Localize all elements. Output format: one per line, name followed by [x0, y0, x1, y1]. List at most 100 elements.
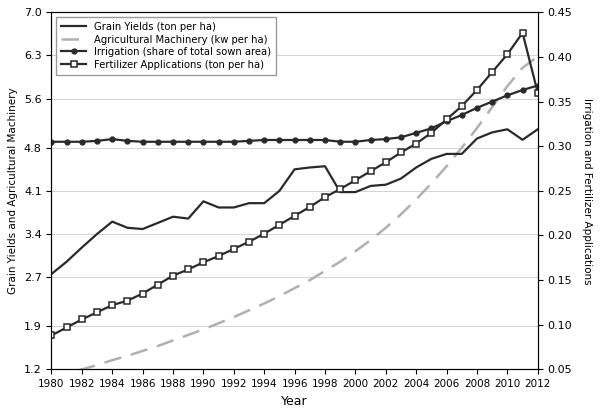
Agricultural Machinery (kw per ha) [94, 363, 101, 368]
Agricultural Machinery (kw per ha) [519, 65, 526, 70]
Irrigation (share of total sown area) [124, 139, 131, 144]
Irrigation (share of total sown area) [78, 139, 85, 144]
Fertilizer Applications (ton per ha) [428, 130, 435, 135]
Grain Yields (ton per ha) [428, 156, 435, 161]
Grain Yields (ton per ha) [245, 201, 253, 206]
Agricultural Machinery (kw per ha) [200, 327, 207, 332]
Line: Agricultural Machinery (kw per ha): Agricultural Machinery (kw per ha) [52, 57, 538, 377]
Grain Yields (ton per ha) [109, 219, 116, 224]
Irrigation (share of total sown area) [139, 139, 146, 144]
Grain Yields (ton per ha) [94, 231, 101, 236]
Irrigation (share of total sown area) [169, 139, 176, 144]
Fertilizer Applications (ton per ha) [352, 178, 359, 183]
Grain Yields (ton per ha) [154, 220, 161, 225]
Irrigation (share of total sown area) [337, 139, 344, 144]
Fertilizer Applications (ton per ha) [154, 282, 161, 287]
Fertilizer Applications (ton per ha) [124, 298, 131, 303]
Fertilizer Applications (ton per ha) [78, 317, 85, 322]
Grain Yields (ton per ha) [260, 201, 268, 206]
Fertilizer Applications (ton per ha) [276, 222, 283, 227]
Grain Yields (ton per ha) [78, 245, 85, 250]
Line: Grain Yields (ton per ha): Grain Yields (ton per ha) [52, 129, 538, 274]
Irrigation (share of total sown area) [322, 137, 329, 142]
Fertilizer Applications (ton per ha) [519, 30, 526, 35]
Agricultural Machinery (kw per ha) [504, 84, 511, 89]
Irrigation (share of total sown area) [154, 139, 161, 144]
Fertilizer Applications (ton per ha) [322, 195, 329, 200]
Fertilizer Applications (ton per ha) [306, 204, 313, 209]
Grain Yields (ton per ha) [534, 127, 541, 132]
Irrigation (share of total sown area) [185, 139, 192, 144]
Irrigation (share of total sown area) [367, 137, 374, 142]
Agricultural Machinery (kw per ha) [169, 338, 176, 343]
Fertilizer Applications (ton per ha) [397, 150, 404, 155]
Agricultural Machinery (kw per ha) [48, 375, 55, 380]
Irrigation (share of total sown area) [48, 139, 55, 144]
Agricultural Machinery (kw per ha) [352, 249, 359, 254]
Grain Yields (ton per ha) [169, 214, 176, 219]
Agricultural Machinery (kw per ha) [139, 349, 146, 354]
X-axis label: Year: Year [281, 395, 308, 408]
Fertilizer Applications (ton per ha) [413, 141, 420, 146]
Fertilizer Applications (ton per ha) [94, 310, 101, 315]
Irrigation (share of total sown area) [443, 119, 450, 124]
Fertilizer Applications (ton per ha) [260, 231, 268, 236]
Grain Yields (ton per ha) [63, 259, 70, 264]
Grain Yields (ton per ha) [473, 136, 481, 141]
Fertilizer Applications (ton per ha) [534, 90, 541, 95]
Fertilizer Applications (ton per ha) [48, 333, 55, 338]
Agricultural Machinery (kw per ha) [382, 225, 389, 230]
Irrigation (share of total sown area) [352, 139, 359, 144]
Irrigation (share of total sown area) [94, 139, 101, 144]
Agricultural Machinery (kw per ha) [322, 268, 329, 273]
Agricultural Machinery (kw per ha) [109, 358, 116, 363]
Grain Yields (ton per ha) [124, 225, 131, 230]
Irrigation (share of total sown area) [245, 139, 253, 144]
Grain Yields (ton per ha) [185, 216, 192, 221]
Irrigation (share of total sown area) [397, 135, 404, 140]
Grain Yields (ton per ha) [352, 190, 359, 195]
Agricultural Machinery (kw per ha) [428, 181, 435, 186]
Agricultural Machinery (kw per ha) [124, 353, 131, 358]
Fertilizer Applications (ton per ha) [473, 87, 481, 92]
Irrigation (share of total sown area) [382, 136, 389, 141]
Agricultural Machinery (kw per ha) [78, 367, 85, 372]
Agricultural Machinery (kw per ha) [215, 321, 222, 326]
Fertilizer Applications (ton per ha) [488, 69, 496, 74]
Fertilizer Applications (ton per ha) [458, 104, 466, 109]
Y-axis label: Grain Yields and Agricultural Machinery: Grain Yields and Agricultural Machinery [8, 87, 19, 294]
Fertilizer Applications (ton per ha) [185, 267, 192, 272]
Agricultural Machinery (kw per ha) [458, 145, 466, 150]
Grain Yields (ton per ha) [337, 190, 344, 195]
Irrigation (share of total sown area) [306, 137, 313, 142]
Agricultural Machinery (kw per ha) [230, 314, 238, 319]
Line: Irrigation (share of total sown area): Irrigation (share of total sown area) [49, 83, 540, 144]
Grain Yields (ton per ha) [200, 199, 207, 204]
Agricultural Machinery (kw per ha) [154, 344, 161, 349]
Line: Fertilizer Applications (ton per ha): Fertilizer Applications (ton per ha) [49, 30, 541, 338]
Irrigation (share of total sown area) [200, 139, 207, 144]
Fertilizer Applications (ton per ha) [230, 246, 238, 251]
Grain Yields (ton per ha) [458, 151, 466, 156]
Grain Yields (ton per ha) [367, 183, 374, 188]
Grain Yields (ton per ha) [488, 130, 496, 135]
Agricultural Machinery (kw per ha) [245, 308, 253, 313]
Grain Yields (ton per ha) [519, 137, 526, 142]
Fertilizer Applications (ton per ha) [109, 302, 116, 307]
Grain Yields (ton per ha) [215, 205, 222, 210]
Grain Yields (ton per ha) [397, 176, 404, 181]
Fertilizer Applications (ton per ha) [291, 213, 298, 218]
Irrigation (share of total sown area) [276, 137, 283, 142]
Irrigation (share of total sown area) [291, 137, 298, 142]
Agricultural Machinery (kw per ha) [443, 164, 450, 169]
Grain Yields (ton per ha) [276, 188, 283, 193]
Grain Yields (ton per ha) [48, 272, 55, 277]
Fertilizer Applications (ton per ha) [215, 253, 222, 258]
Irrigation (share of total sown area) [260, 137, 268, 142]
Fertilizer Applications (ton per ha) [504, 52, 511, 57]
Agricultural Machinery (kw per ha) [276, 294, 283, 299]
Grain Yields (ton per ha) [504, 127, 511, 132]
Agricultural Machinery (kw per ha) [185, 332, 192, 337]
Agricultural Machinery (kw per ha) [291, 286, 298, 291]
Irrigation (share of total sown area) [534, 83, 541, 88]
